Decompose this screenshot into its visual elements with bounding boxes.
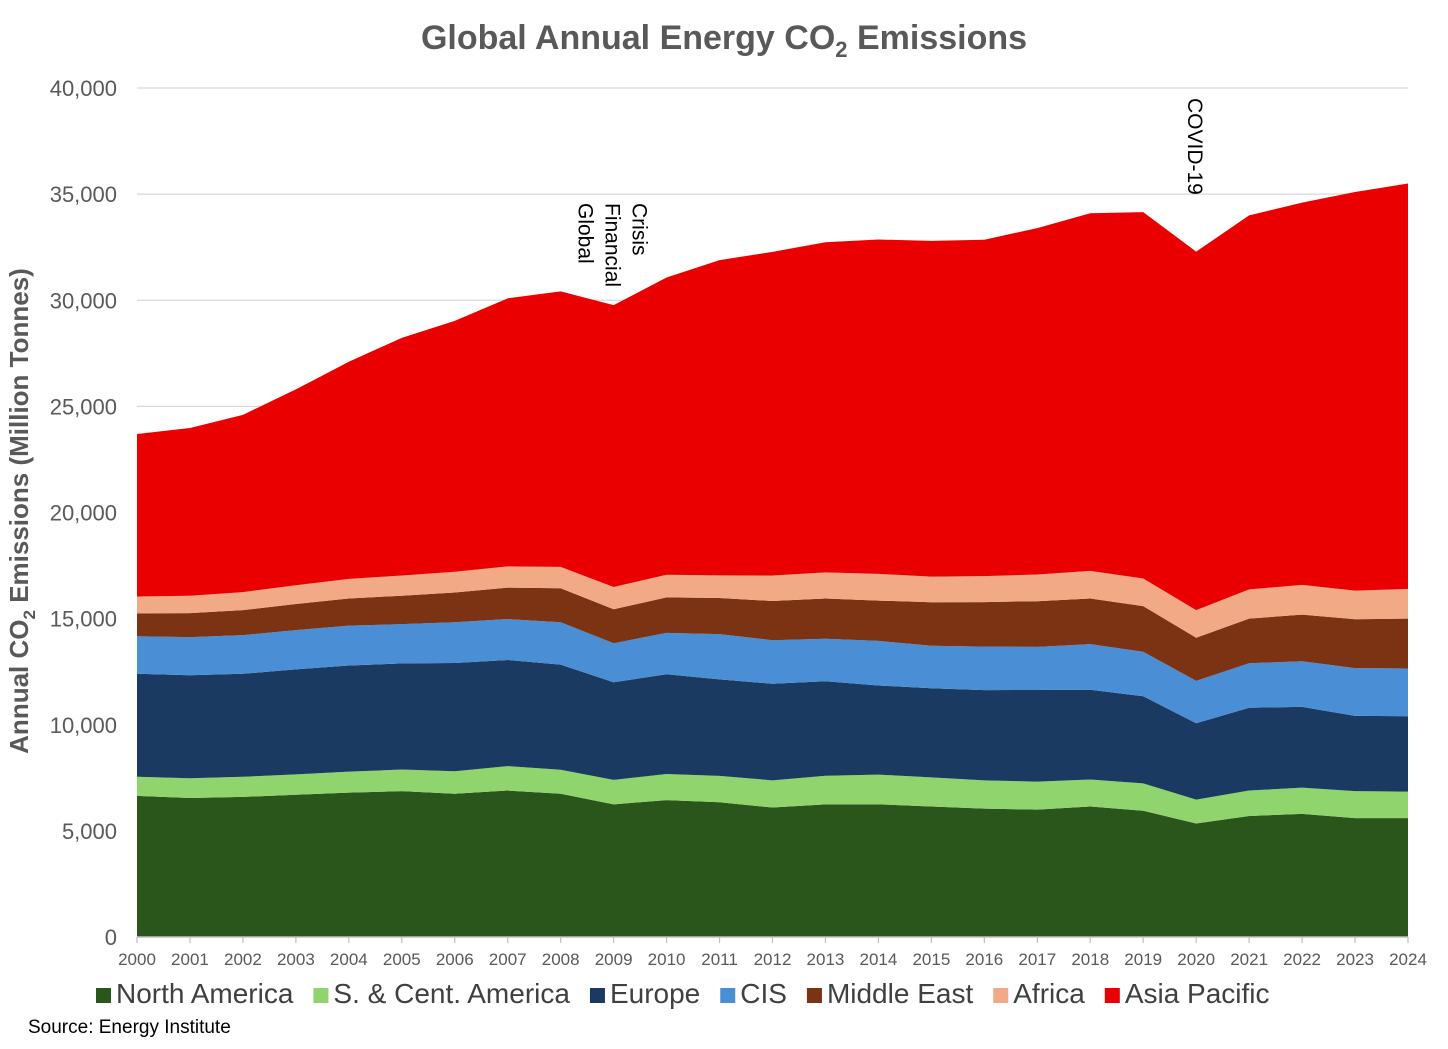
legend: North America S. & Cent. America Europe CIS… (96, 978, 1270, 1009)
y-tick-label: 30,000 (50, 288, 117, 313)
x-tick-label: 2010 (648, 950, 686, 969)
x-tick-label: 2006 (436, 950, 474, 969)
annotation-line: Global (574, 203, 597, 264)
legend-label-europe: Europe (610, 978, 700, 1009)
x-tick-label: 2008 (542, 950, 580, 969)
x-tick-label: 2014 (860, 950, 898, 969)
x-tick-label: 2021 (1230, 950, 1268, 969)
annotation-line: Financial (601, 203, 624, 287)
x-tick-label: 2022 (1283, 950, 1321, 969)
x-tick-label: 2001 (171, 950, 209, 969)
area-series-middle-east (137, 587, 1408, 681)
y-tick-label: 40,000 (50, 76, 117, 101)
x-tick-label: 2018 (1071, 950, 1109, 969)
y-tick-label: 5,000 (62, 819, 117, 844)
area-series-asia-pacific (137, 183, 1408, 611)
x-tick-label: 2004 (330, 950, 368, 969)
x-tick-label: 2023 (1336, 950, 1374, 969)
x-tick-label: 2016 (965, 950, 1003, 969)
y-tick-label: 25,000 (50, 394, 117, 419)
axes: 2000 2001 2002 2003 2004 2005 2006 2007 2008 2009… (50, 76, 1427, 969)
legend-label-north-america: North America (116, 978, 294, 1009)
x-tick-label: 2009 (595, 950, 633, 969)
legend-swatch-middle-east (806, 988, 822, 1003)
x-tick-label: 2015 (912, 950, 950, 969)
legend-swatch-cis (720, 988, 736, 1003)
legend-label-s-cent-america: S. & Cent. America (333, 978, 570, 1009)
x-tick-label: 2012 (754, 950, 792, 969)
x-tick-label: 2002 (224, 950, 262, 969)
x-tick-label: 2020 (1177, 950, 1215, 969)
x-tick-label: 2005 (383, 950, 421, 969)
x-tick-label: 2019 (1124, 950, 1162, 969)
legend-swatch-europe (589, 988, 605, 1003)
x-tick-label: 2011 (701, 950, 738, 969)
y-tick-label: 15,000 (50, 607, 117, 632)
y-axis-label: Annual CO2 Emissions (Million Tonnes) (4, 268, 39, 754)
legend-swatch-north-america (96, 988, 111, 1003)
legend-label-cis: CIS (740, 978, 787, 1009)
legend-swatch-s-cent-america (313, 988, 329, 1003)
area-series-north-america (137, 790, 1408, 937)
legend-swatch-africa (993, 988, 1009, 1003)
legend-label-asia-pacific: Asia Pacific (1125, 978, 1270, 1009)
annotation-global-financial-crisis: Global Financial Crisis (574, 203, 651, 287)
legend-label-middle-east: Middle East (827, 978, 974, 1009)
annotation-line: Crisis (628, 203, 651, 256)
x-tick-label: 2024 (1389, 950, 1427, 969)
source-note: Source: Energy Institute (28, 1017, 231, 1038)
y-tick-label: 20,000 (50, 501, 117, 526)
area-series-s-cent-america (137, 766, 1408, 824)
x-tick-label: 2000 (118, 950, 156, 969)
legend-swatch-asia-pacific (1104, 988, 1120, 1003)
plot-areas (137, 183, 1408, 937)
area-series-cis (137, 619, 1408, 724)
area-series-africa (137, 566, 1408, 638)
y-tick-label: 0 (105, 925, 117, 950)
annotation-covid-19: COVID-19 (1183, 98, 1206, 195)
x-tick-label: 2013 (807, 950, 845, 969)
legend-label-africa: Africa (1013, 978, 1085, 1009)
x-tick-label: 2007 (489, 950, 527, 969)
x-tick-label: 2003 (277, 950, 315, 969)
x-tick-label: 2017 (1018, 950, 1056, 969)
annotations: Global Financial Crisis COVID-19 (574, 98, 1207, 287)
area-series-europe (137, 660, 1408, 800)
chart-title: Global Annual Energy CO2 Emissions (421, 19, 1027, 62)
y-tick-label: 35,000 (50, 182, 117, 207)
y-tick-label: 10,000 (50, 713, 117, 738)
